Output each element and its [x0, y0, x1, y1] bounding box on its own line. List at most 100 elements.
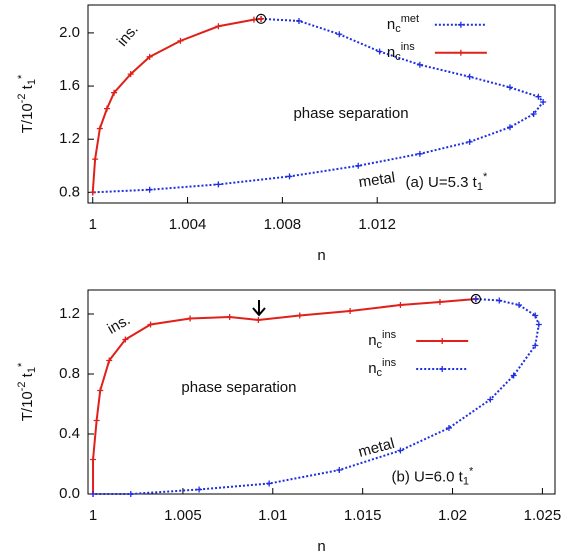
x-tick-label: 1.015 [344, 507, 382, 524]
data-point [535, 321, 542, 328]
data-point [445, 425, 452, 431]
arrow-annotation [252, 300, 266, 317]
plot-frame [87, 289, 556, 495]
y-tick-label: 0.0 [59, 485, 80, 502]
metal-label: metal [358, 169, 397, 191]
x-tick-label: 1.01 [258, 507, 287, 524]
data-point [146, 186, 153, 193]
data-point [532, 312, 539, 319]
data-point [258, 15, 265, 22]
panel-label-part: 1 [477, 181, 483, 193]
legend-label-part: n [368, 332, 376, 349]
data-point [355, 162, 362, 169]
data-point [472, 296, 479, 302]
data-point [97, 387, 104, 394]
y-tick-label: 0.8 [59, 365, 80, 382]
data-point [106, 357, 113, 364]
metal-label: metal [357, 435, 397, 461]
critical-point [255, 13, 267, 24]
data-point [177, 37, 184, 44]
x-tick-label: 1 [89, 216, 97, 233]
panel-label-part: 1 [463, 476, 469, 488]
x-tick-label: 1.005 [164, 507, 202, 524]
data-point [90, 456, 97, 463]
y-axis-label-part: T/10 [19, 103, 36, 133]
y-tick-label: 1.6 [59, 77, 80, 94]
y-axis-label-part: * [16, 362, 28, 367]
data-point [416, 61, 423, 68]
data-point [146, 53, 153, 60]
y-tick-label: 2.0 [59, 24, 80, 41]
data-point [496, 297, 503, 304]
data-point [376, 48, 383, 55]
x-axis-label: n [317, 538, 325, 555]
data-point [196, 486, 203, 493]
data-point [127, 491, 134, 497]
legend-label: ncmet [387, 13, 419, 35]
data-point [296, 312, 303, 319]
legend-label: ncins [368, 357, 396, 379]
data-point [336, 467, 343, 473]
data-point [397, 447, 404, 454]
data-point [510, 372, 517, 379]
data-point [336, 31, 343, 38]
legend-label-part: met [401, 13, 419, 25]
data-point [506, 124, 513, 131]
data-point [466, 73, 473, 80]
plot-frame [87, 4, 556, 204]
panel-label-part: (b) U=6.0 t [392, 469, 464, 486]
data-point [436, 299, 443, 305]
data-point [215, 181, 222, 188]
legend-label: ncins [368, 329, 396, 351]
series-line [92, 17, 545, 194]
data-point [92, 156, 99, 163]
panel-label: (a) U=5.3 t1* [406, 171, 488, 193]
panel-label-part: * [483, 171, 488, 183]
region-label: phase separation [293, 105, 408, 122]
panel-label-part: * [469, 466, 474, 478]
legend-marker [439, 338, 446, 344]
data-point [466, 138, 473, 145]
data-point [255, 317, 262, 323]
legend-label-part: c [395, 51, 401, 63]
x-tick-label: 1.02 [438, 507, 467, 524]
legend-label-part: n [387, 16, 395, 33]
legend-marker [439, 366, 446, 372]
data-point [516, 302, 523, 308]
legend-label-part: ins [401, 41, 416, 53]
y-axis-label-part: t [19, 84, 36, 93]
x-tick-label: 1 [89, 507, 97, 524]
data-point [416, 150, 423, 157]
data-point [347, 308, 354, 314]
data-point [111, 89, 118, 96]
ins-label: ins. [114, 21, 142, 50]
data-point [103, 105, 110, 112]
x-tick-label: 1.004 [169, 216, 207, 233]
x-tick-label: 1.008 [264, 216, 302, 233]
data-point [266, 480, 273, 487]
data-point [540, 99, 547, 106]
y-axis-label-part: -2 [16, 93, 28, 103]
data-point [487, 396, 494, 403]
legend-label: ncins [387, 41, 415, 63]
x-axis-label: n [317, 247, 325, 264]
data-point [535, 93, 542, 100]
series-line [91, 17, 262, 193]
data-point [187, 315, 194, 322]
y-axis-label: T/10-2 t1* [16, 362, 38, 421]
y-tick-label: 0.8 [59, 183, 80, 200]
y-axis-label-part: 1 [26, 367, 38, 373]
x-tick-label: 1.025 [524, 507, 562, 524]
data-point [147, 321, 154, 328]
x-tick-label: 1.012 [358, 216, 396, 233]
legend-label-part: c [395, 23, 401, 35]
y-tick-label: 1.2 [59, 305, 80, 322]
data-point [127, 71, 134, 78]
panel-label-part: (a) U=5.3 t [406, 174, 478, 191]
legend-label-part: ins [382, 357, 397, 369]
data-point [506, 84, 513, 91]
data-point [250, 16, 257, 23]
panel-label: (b) U=6.0 t1* [392, 466, 474, 488]
y-axis-label-part: t [19, 372, 36, 381]
